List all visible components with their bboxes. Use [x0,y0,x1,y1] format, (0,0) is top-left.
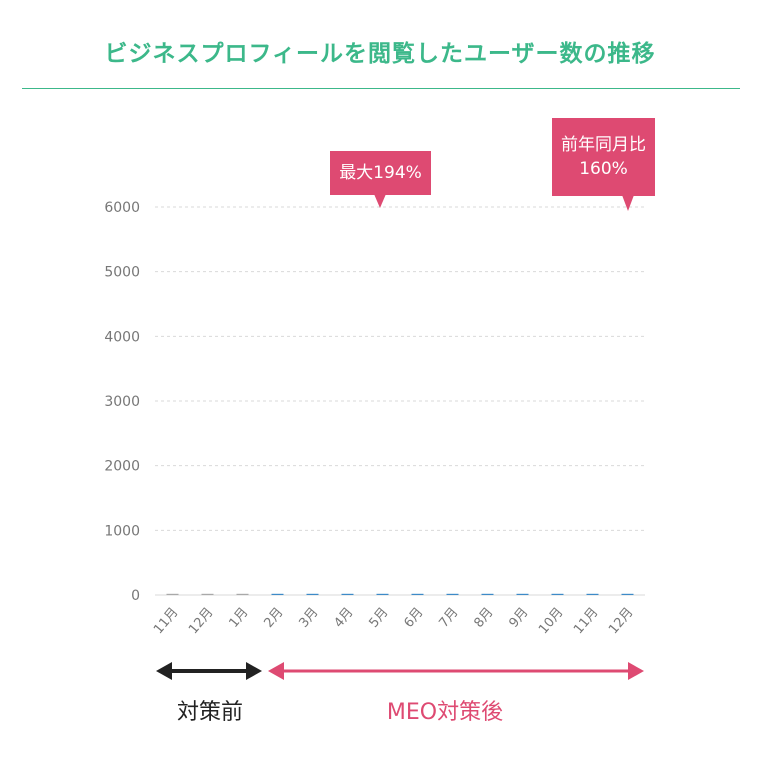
grid-lines [155,206,645,596]
x-tick-label: 12月 [606,605,636,637]
x-tick-label: 5月 [366,605,391,631]
bar [481,593,494,595]
bar [271,593,284,595]
yoy-callout: 前年同月比 160% [552,118,655,196]
yoy-callout-value: 160% [579,159,628,179]
post-period-label: MEO対策後 [386,700,504,725]
pre-period-arrow [156,662,262,680]
bar [621,593,634,595]
bar [236,593,249,595]
callout-max-pointer [374,194,386,208]
bar [516,593,529,595]
x-tick-label: 11月 [571,605,601,637]
x-tick-label: 7月 [436,605,461,631]
y-axis-ticks: 0 1000 2000 3000 4000 5000 6000 [104,200,140,604]
bar [376,593,389,595]
bar [411,593,424,595]
bar [201,593,214,595]
bar [551,593,564,595]
x-tick-label: 10月 [536,605,566,637]
x-tick-label: 2月 [261,605,286,631]
y-tick-label: 0 [131,588,140,604]
bar [341,593,354,595]
chart-title: ビジネスプロフィールを閲覧したユーザー数の推移 [104,41,656,67]
y-tick-label: 1000 [104,523,140,539]
x-tick-label: 1月 [226,605,251,631]
x-tick-label: 11月 [151,605,181,637]
y-tick-label: 6000 [104,200,140,216]
bar [166,593,179,595]
bar [586,593,599,595]
title-underline [22,88,740,89]
y-tick-label: 2000 [104,459,140,475]
x-tick-label: 4月 [331,605,356,631]
x-tick-label: 9月 [506,605,531,631]
x-tick-label: 12月 [186,605,216,637]
callout-yoy-pointer [622,195,634,211]
max-callout: 最大194% [330,151,431,195]
pre-period-label: 対策前 [176,700,243,725]
x-axis-ticks: 11月 12月 1月 2月 3月 4月 5月 6月 7月 8月 9月 10月 11月 12月 [151,605,636,637]
bar [306,593,319,595]
post-period-arrow [268,662,644,680]
bars [166,593,634,595]
bar [446,593,459,595]
x-tick-label: 6月 [401,605,426,631]
yoy-callout-label: 前年同月比 [561,135,646,155]
y-tick-label: 5000 [104,265,140,281]
y-tick-label: 4000 [104,329,140,345]
x-tick-label: 3月 [296,605,321,631]
y-tick-label: 3000 [104,394,140,410]
x-tick-label: 8月 [471,605,496,631]
